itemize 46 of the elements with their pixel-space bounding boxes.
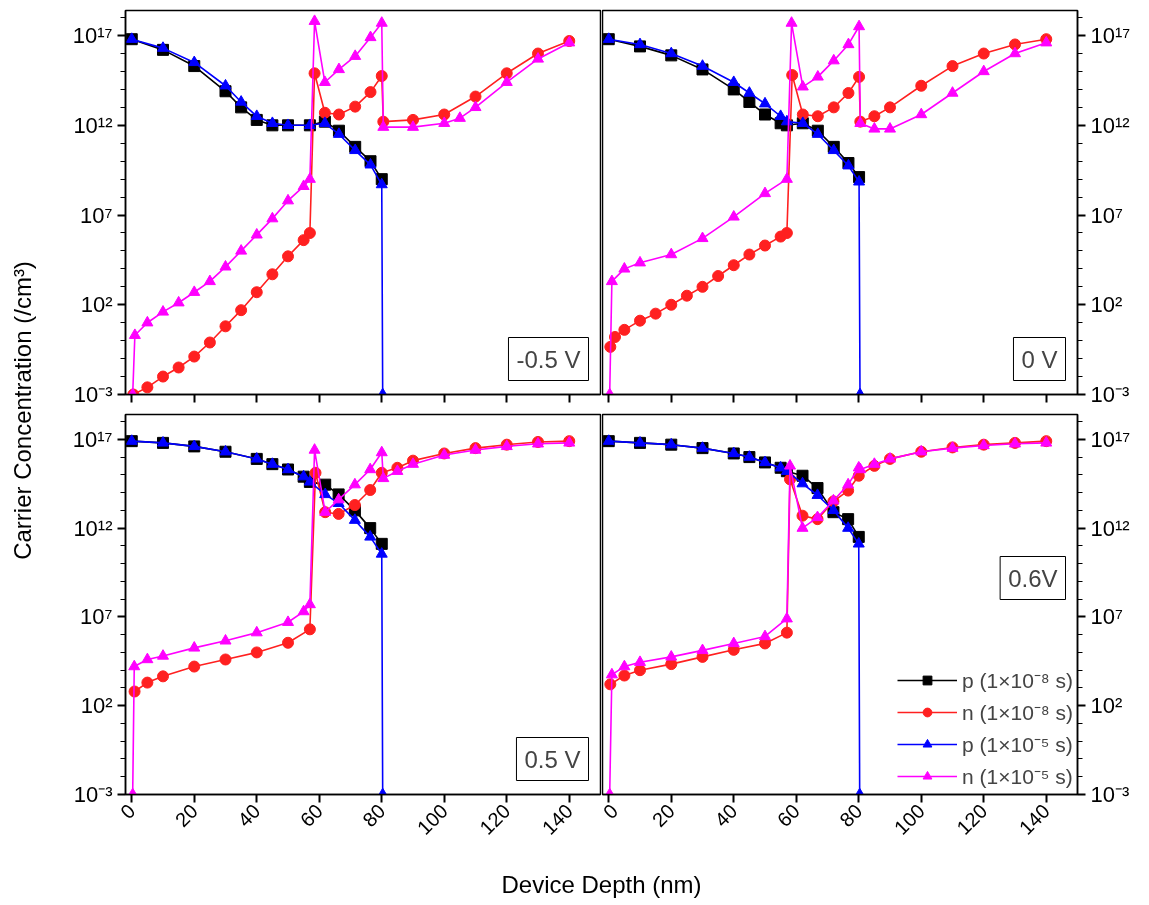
y-tick-label: 10¹²: [73, 112, 113, 138]
y-tick-label: 10⁷: [80, 604, 113, 630]
x-tick-label: 20: [647, 799, 680, 832]
y-tick-label: 10¹⁷: [1090, 23, 1131, 49]
x-tick-label: 120: [952, 799, 992, 839]
x-tick-label: 100: [889, 799, 930, 839]
legend-label: p (1×10⁻⁵ s): [962, 732, 1073, 758]
y-tick-label: 10¹⁷: [72, 426, 113, 452]
y-tick-label: 10¹⁷: [1090, 426, 1131, 452]
x-tick-label: 80: [358, 799, 390, 832]
x-tick-label: 140: [537, 799, 578, 839]
x-tick-label: 40: [233, 799, 265, 832]
y-tick-label: 10²: [80, 292, 113, 318]
y-tick-label: 10²: [1090, 693, 1123, 719]
x-tick-label: 60: [772, 799, 805, 832]
legend-label: p (1×10⁻⁸ s): [962, 668, 1073, 694]
y-tick-label: 10¹²: [1090, 515, 1130, 541]
annotation: 0 V: [1021, 345, 1058, 373]
x-tick-label: 20: [170, 799, 203, 832]
y-tick-label: 10⁻³: [1090, 782, 1130, 807]
y-tick-label: 10¹²: [1090, 112, 1130, 138]
y-tick-label: 10⁷: [80, 202, 113, 228]
y-tick-label: 10⁻³: [73, 382, 113, 407]
annotation: 0.6V: [1008, 564, 1058, 592]
y-tick-label: 10⁷: [1090, 604, 1123, 630]
y-tick-label: 10⁻³: [73, 782, 113, 807]
x-tick-label: 140: [1014, 799, 1055, 839]
legend-label: n (1×10⁻⁵ s): [962, 764, 1073, 790]
legend-label: n (1×10⁻⁸ s): [962, 700, 1073, 726]
y-tick-label: 10⁻³: [1090, 382, 1130, 407]
x-tick-label: 80: [835, 799, 867, 832]
y-tick-label: 10²: [1090, 292, 1123, 318]
y-tick-label: 10¹²: [73, 515, 113, 541]
x-axis-title: Device Depth (nm): [501, 871, 702, 898]
x-tick-label: 40: [710, 799, 742, 832]
y-axis-title: Carrier Concentration (/cm³): [9, 261, 36, 560]
x-tick-label: 0: [116, 799, 140, 824]
x-tick-label: 0: [598, 799, 623, 824]
y-tick-label: 10¹⁷: [72, 23, 113, 49]
y-tick-label: 10²: [80, 693, 113, 719]
y-tick-label: 10⁷: [1090, 202, 1123, 228]
x-tick-label: 100: [412, 799, 453, 839]
annotation: -0.5 V: [516, 345, 581, 373]
annotation: 0.5 V: [524, 745, 581, 773]
x-tick-label: 120: [475, 799, 515, 839]
x-tick-label: 60: [295, 799, 328, 832]
